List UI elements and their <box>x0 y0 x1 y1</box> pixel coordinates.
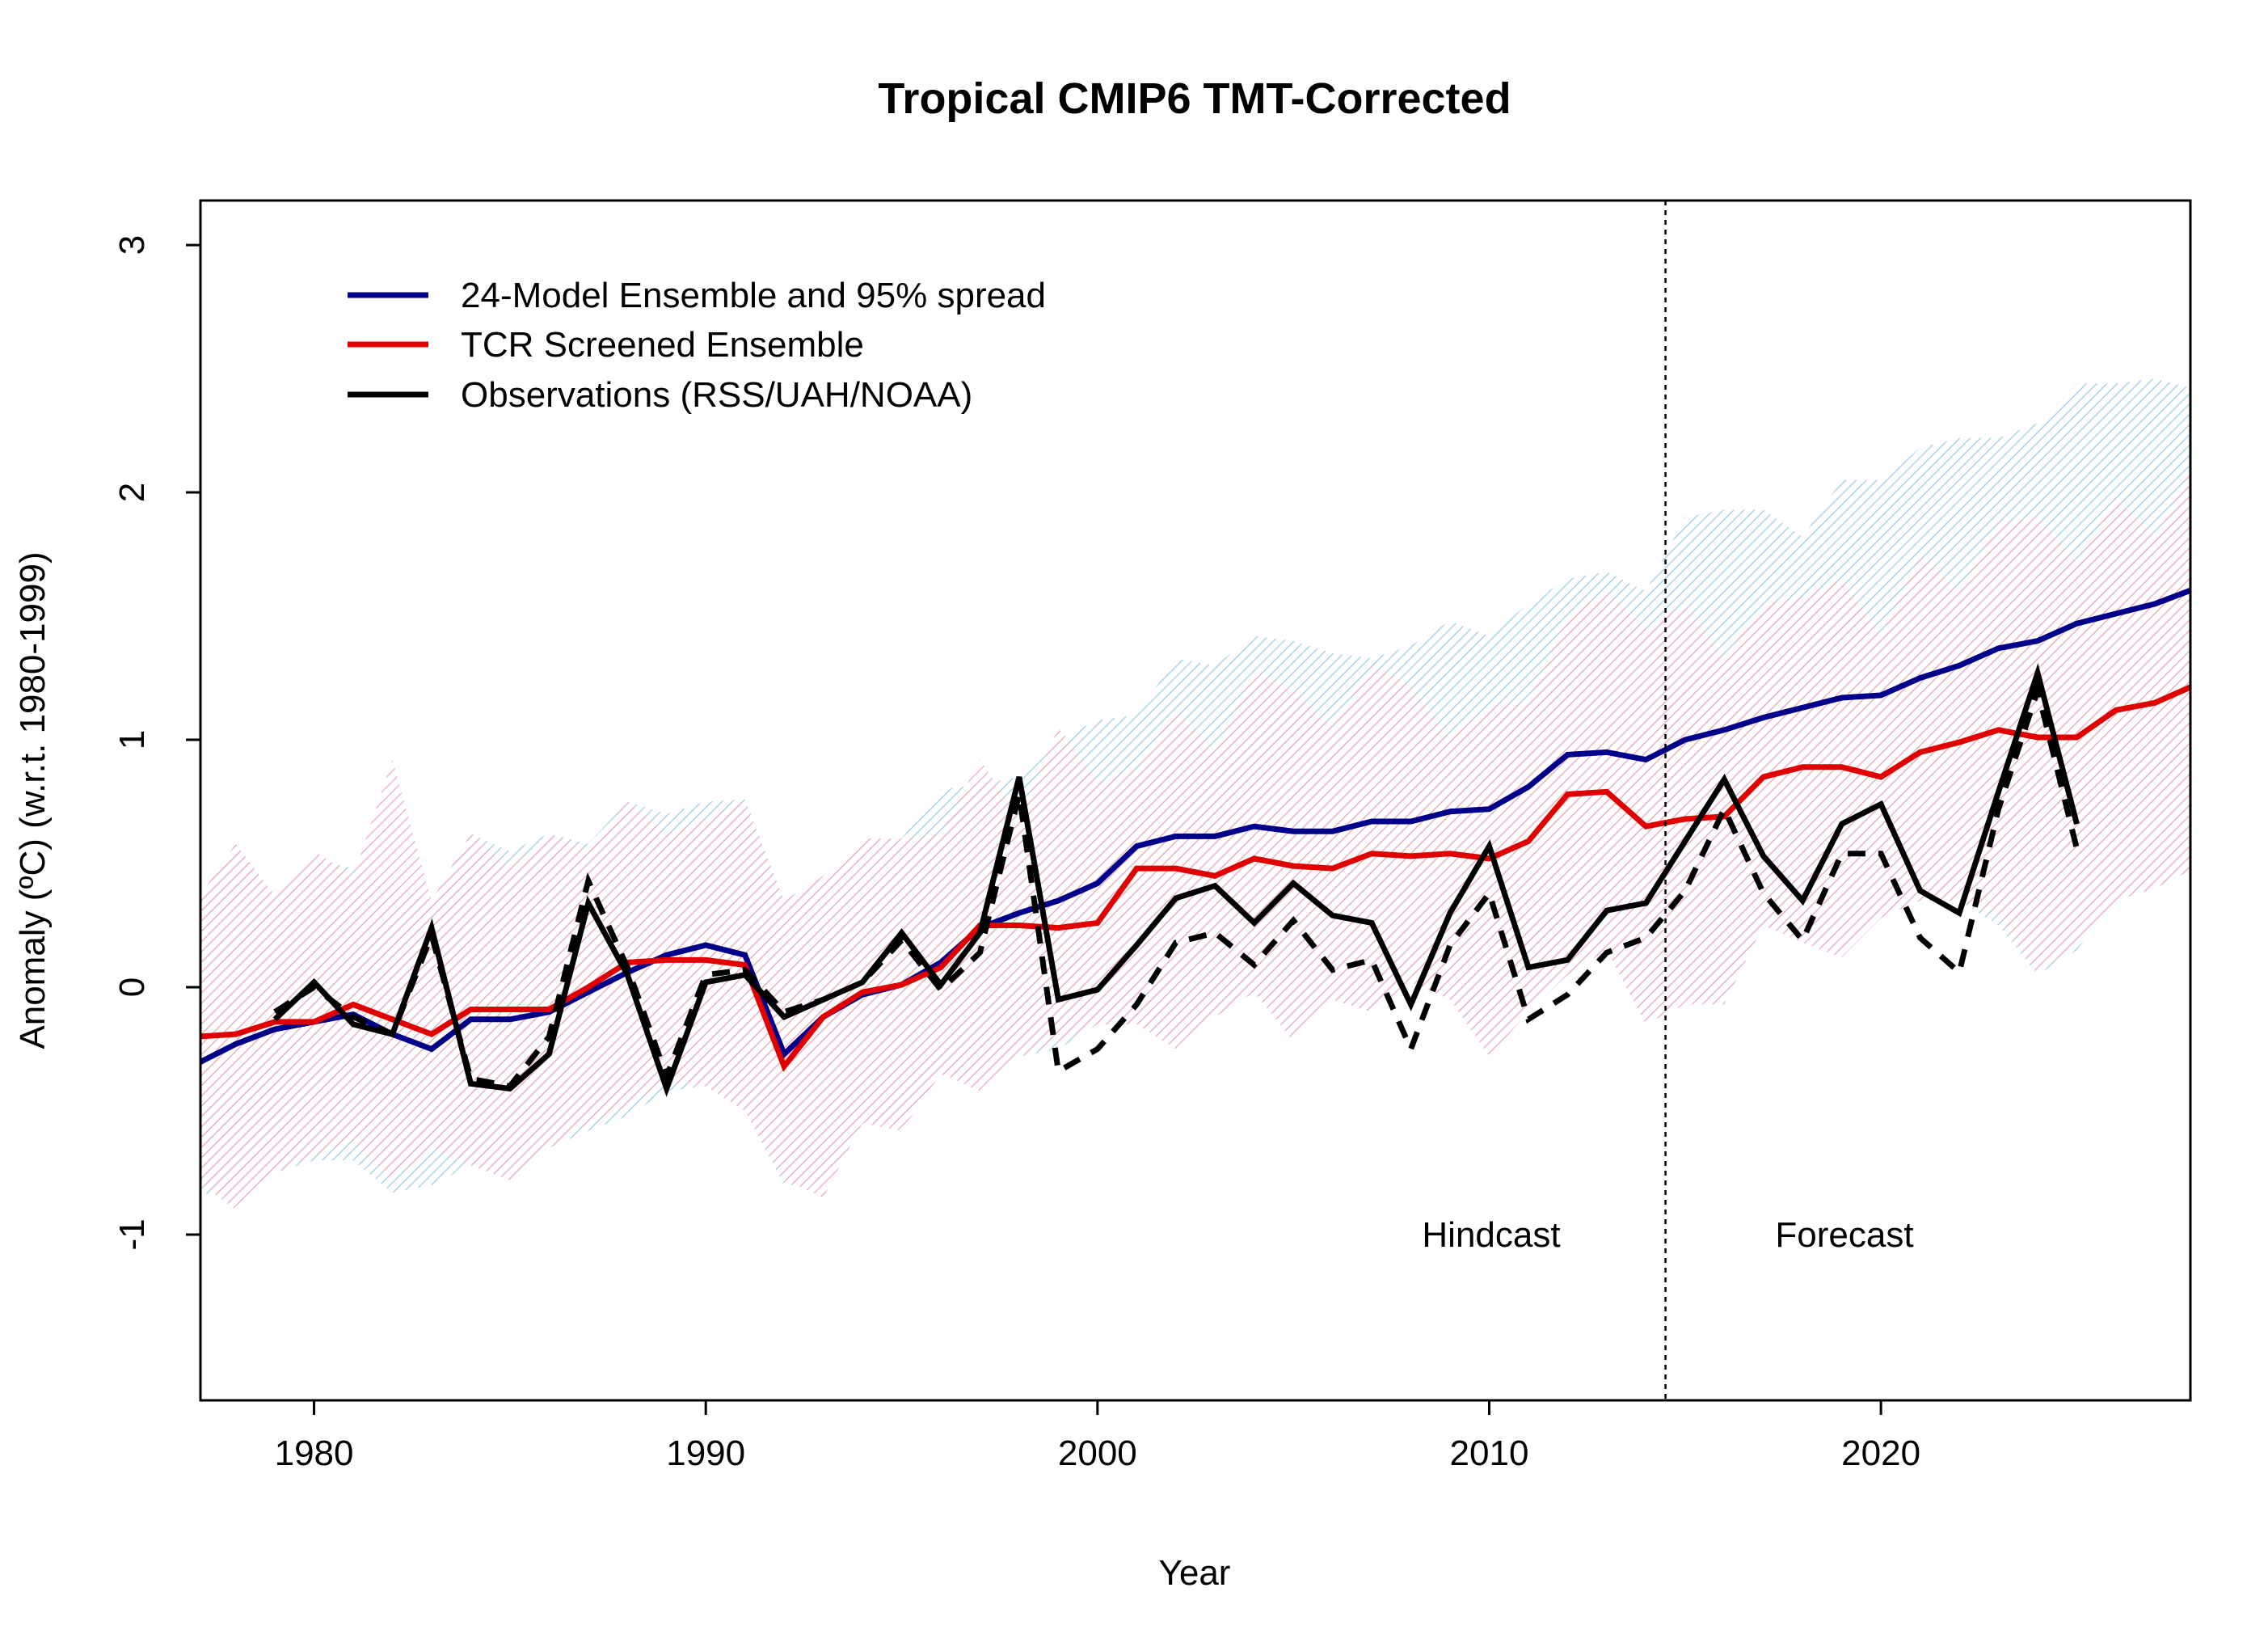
legend-label-ensemble: 24-Model Ensemble and 95% spread <box>461 276 1046 315</box>
hindcast-label: Hindcast <box>1422 1215 1560 1255</box>
y-tick-label: 0 <box>112 977 152 997</box>
forecast-label: Forecast <box>1775 1215 1913 1255</box>
y-tick-label: 1 <box>112 730 152 749</box>
x-tick-label: 1980 <box>275 1433 354 1473</box>
y-tick-label: 2 <box>112 483 152 502</box>
y-tick-label: -1 <box>112 1218 152 1250</box>
observations-solid-line <box>272 663 2080 1097</box>
x-tick-label: 2020 <box>1841 1433 1920 1473</box>
x-axis-label: Year <box>1159 1553 1231 1593</box>
tcr-mean-line <box>200 684 2190 1072</box>
legend-label-tcr: TCR Screened Ensemble <box>461 325 864 365</box>
x-tick-label: 2000 <box>1058 1433 1137 1473</box>
tcr-spread-band <box>200 470 2190 1210</box>
ensemble-mean-line <box>200 587 2190 1066</box>
axes: 1980 1990 2000 2010 2020 -1 0 1 2 3 <box>112 235 1920 1473</box>
x-tick-label: 1990 <box>666 1433 745 1473</box>
plot-frame <box>199 199 2192 1402</box>
y-axis-label: Anomaly (ºC) (w.r.t. 1980-1999) <box>13 551 53 1049</box>
y-tick-label: 3 <box>112 235 152 255</box>
legend-label-observations: Observations (RSS/UAH/NOAA) <box>461 375 972 415</box>
x-tick-label: 2010 <box>1450 1433 1529 1473</box>
chart-title: Tropical CMIP6 TMT-Corrected <box>878 74 1511 123</box>
legend: 24-Model Ensemble and 95% spread TCR Scr… <box>348 276 1046 415</box>
plot-area <box>200 201 2190 1400</box>
observations-dashed-line <box>273 680 2080 1090</box>
